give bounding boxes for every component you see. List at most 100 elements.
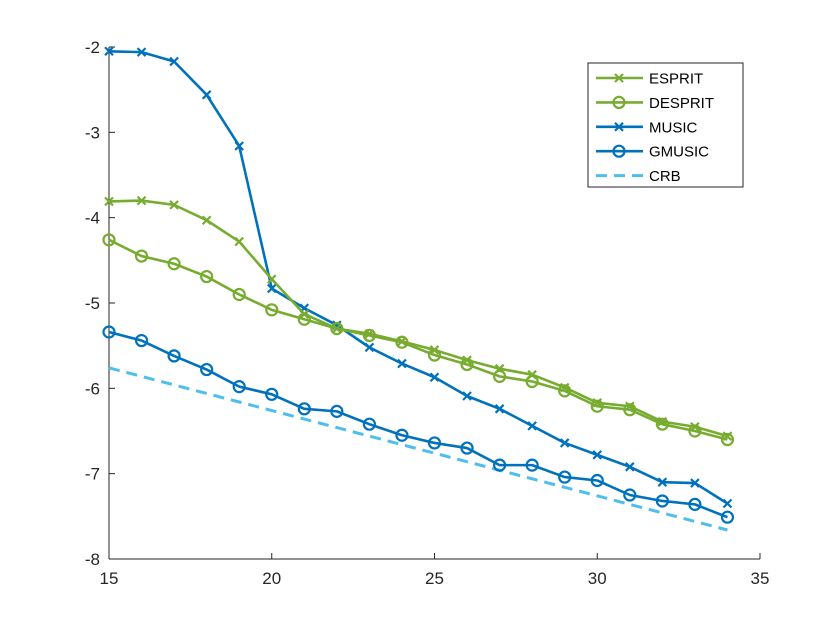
data-point-gmusic bbox=[427, 436, 442, 450]
axes: 15 20 25 30 35 -2 -3 -4 -5 -6 -7 -8 bbox=[85, 38, 770, 588]
data-point-esprit bbox=[657, 416, 668, 427]
series-line-crb bbox=[108, 366, 728, 532]
series-desprit bbox=[102, 233, 735, 447]
data-point-esprit bbox=[494, 363, 505, 374]
data-point-desprit bbox=[655, 417, 669, 431]
data-point-esprit bbox=[397, 336, 407, 347]
data-point-music bbox=[722, 498, 733, 509]
data-point-music bbox=[690, 478, 700, 488]
data-point-music bbox=[592, 450, 603, 460]
legend-label-gmusic: GMUSIC bbox=[649, 144, 709, 161]
y-tick-label: -2 bbox=[85, 38, 100, 57]
series-music bbox=[104, 46, 733, 509]
data-point-music bbox=[104, 46, 114, 57]
series-esprit bbox=[104, 195, 733, 441]
x-tick-label: 15 bbox=[100, 569, 119, 588]
legend-marker-desprit bbox=[612, 95, 626, 110]
legend-label-crb: CRB bbox=[649, 168, 681, 185]
data-point-gmusic bbox=[493, 458, 507, 472]
data-point-gmusic bbox=[134, 333, 149, 348]
data-point-gmusic bbox=[720, 510, 735, 524]
legend: ESPRIT DESPRIT MUSIC GMUSIC CRB bbox=[587, 62, 744, 188]
data-point-gmusic bbox=[525, 458, 539, 472]
x-tick-label: 35 bbox=[751, 569, 770, 588]
data-point-desprit bbox=[590, 399, 604, 413]
data-point-desprit bbox=[720, 432, 735, 447]
data-point-esprit bbox=[299, 309, 310, 319]
x-tick-label: 20 bbox=[262, 569, 281, 588]
data-point-desprit bbox=[134, 249, 149, 263]
data-point-music bbox=[462, 391, 472, 401]
data-point-gmusic bbox=[395, 428, 409, 442]
plot-series bbox=[102, 46, 735, 532]
data-point-esprit bbox=[592, 398, 603, 408]
data-point-music bbox=[234, 141, 244, 151]
data-point-music bbox=[657, 477, 668, 487]
data-point-gmusic bbox=[362, 417, 376, 431]
y-tick-label: -3 bbox=[85, 123, 100, 142]
y-tick-label: -7 bbox=[85, 465, 100, 484]
data-point-gmusic bbox=[200, 362, 214, 377]
data-point-esprit bbox=[462, 355, 472, 365]
data-point-esprit bbox=[169, 200, 179, 210]
legend-item-music: MUSIC bbox=[596, 119, 698, 136]
data-point-gmusic bbox=[167, 349, 181, 363]
data-point-gmusic bbox=[102, 325, 116, 339]
y-tick-label: -5 bbox=[85, 294, 100, 313]
data-point-gmusic bbox=[460, 441, 474, 455]
data-point-gmusic bbox=[558, 470, 572, 484]
data-point-desprit bbox=[232, 287, 246, 302]
data-point-music bbox=[364, 342, 375, 353]
data-point-esprit bbox=[722, 431, 733, 441]
data-point-esprit bbox=[332, 323, 342, 334]
data-point-desprit bbox=[200, 269, 214, 284]
x-tick-label: 30 bbox=[588, 569, 607, 588]
legend-label-desprit: DESPRIT bbox=[649, 95, 714, 112]
data-point-esprit bbox=[527, 369, 537, 380]
data-point-music bbox=[527, 421, 537, 431]
series-line-music bbox=[108, 49, 729, 505]
data-point-esprit bbox=[690, 421, 700, 432]
data-point-music bbox=[559, 438, 570, 448]
y-tick-label: -8 bbox=[85, 550, 100, 569]
data-point-esprit bbox=[201, 215, 212, 226]
data-point-gmusic bbox=[688, 497, 702, 511]
data-point-esprit bbox=[266, 274, 277, 284]
y-tick-label: -6 bbox=[85, 379, 100, 398]
data-point-esprit bbox=[234, 236, 244, 247]
legend-item-desprit: DESPRIT bbox=[596, 95, 714, 112]
series-line-esprit bbox=[108, 199, 728, 438]
data-point-desprit bbox=[493, 369, 507, 383]
data-point-gmusic bbox=[330, 404, 344, 418]
data-point-gmusic bbox=[265, 387, 279, 401]
series-gmusic bbox=[102, 325, 735, 524]
legend-box bbox=[587, 62, 744, 188]
legend-marker-gmusic bbox=[612, 144, 626, 158]
data-point-music bbox=[266, 283, 277, 294]
data-point-gmusic bbox=[590, 473, 604, 488]
legend-item-crb: CRB bbox=[596, 168, 681, 185]
y-tick-label: -4 bbox=[85, 209, 100, 228]
data-point-esprit bbox=[104, 196, 114, 207]
data-point-music bbox=[429, 372, 440, 383]
x-tick-label: 25 bbox=[425, 569, 444, 588]
data-point-gmusic bbox=[232, 380, 246, 394]
legend-label-esprit: ESPRIT bbox=[649, 71, 703, 88]
data-point-esprit bbox=[364, 328, 375, 339]
data-point-esprit bbox=[136, 195, 147, 206]
legend-item-gmusic: GMUSIC bbox=[596, 144, 709, 161]
data-point-music bbox=[625, 462, 635, 472]
data-point-esprit bbox=[429, 345, 440, 355]
data-point-music bbox=[494, 404, 505, 414]
legend-label-music: MUSIC bbox=[649, 119, 698, 136]
data-point-desprit bbox=[167, 257, 181, 271]
data-point-gmusic bbox=[655, 494, 669, 508]
series-crb bbox=[108, 366, 728, 532]
legend-item-esprit: ESPRIT bbox=[596, 71, 703, 88]
legend-marker-music bbox=[614, 122, 624, 132]
data-point-music bbox=[169, 56, 179, 67]
data-point-gmusic bbox=[297, 402, 311, 416]
legend-marker-esprit bbox=[614, 73, 624, 83]
data-point-esprit bbox=[625, 401, 635, 412]
